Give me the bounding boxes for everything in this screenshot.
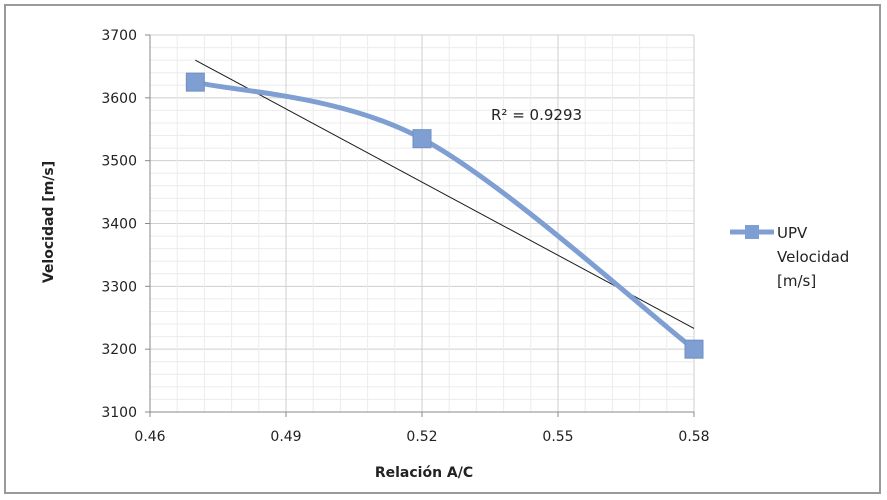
x-tick-label: 0.52 <box>406 429 437 445</box>
x-axis-title: Relación A/C <box>375 465 473 481</box>
series-line <box>192 79 697 352</box>
y-tick-label: 3100 <box>101 405 137 421</box>
y-tick-label: 3400 <box>101 217 137 233</box>
y-tick-label: 3700 <box>101 28 137 44</box>
x-tick-label: 0.58 <box>678 429 709 445</box>
x-tick-label: 0.55 <box>542 429 573 445</box>
legend-label: [m/s] <box>777 272 816 290</box>
legend: UPV Velocidad [m/s] <box>730 224 849 290</box>
labels-layer: Velocidad [m/s] Relación A/C R² = 0.9293 <box>41 106 582 481</box>
y-tick-label: 3200 <box>101 342 137 358</box>
y-tick-label: 3300 <box>101 279 137 295</box>
data-point-marker <box>684 339 704 359</box>
x-tick-label: 0.46 <box>134 429 165 445</box>
y-axis-title: Velocidad [m/s] <box>41 161 57 283</box>
y-tick-label: 3500 <box>101 154 137 170</box>
data-point-marker <box>412 129 432 149</box>
x-tick-label: 0.49 <box>270 429 301 445</box>
axes: 3700 3600 3500 3400 3300 3200 3100 0.46 0.49 0.52… <box>101 28 709 445</box>
linear-trendline <box>195 59 695 329</box>
legend-label: Velocidad <box>777 248 849 266</box>
legend-label: UPV <box>777 224 808 242</box>
series-layer <box>185 72 704 359</box>
data-point-marker <box>185 72 205 92</box>
y-tick-label: 3600 <box>101 91 137 107</box>
legend-marker <box>745 225 759 239</box>
gridlines <box>149 34 695 413</box>
r-squared-annotation: R² = 0.9293 <box>491 106 582 124</box>
trendline-layer <box>195 59 695 329</box>
